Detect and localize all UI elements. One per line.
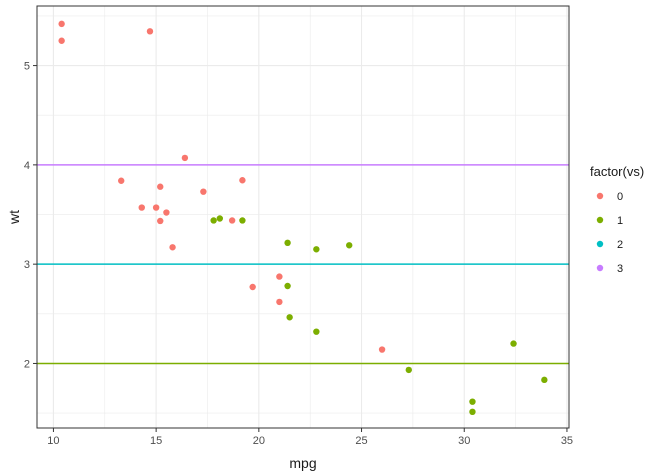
legend: factor(vs) 0 1 2 3 [590,164,644,275]
point-vs-1 [541,376,548,384]
y-axis-ticks: 2 3 4 5 [24,61,37,370]
panel-border [36,5,570,429]
x-tick-label: 25 [355,435,367,447]
point-vs-0 [146,28,154,35]
x-axis-title: mpg [289,455,316,471]
y-tick-label: 5 [24,61,30,73]
point-vs-0 [138,204,145,211]
reference-lines [37,164,569,365]
legend-label-0: 0 [617,191,623,203]
legend-key-2 [596,240,604,248]
point-vs-1 [346,242,353,249]
minor-gridlines [37,6,569,428]
x-tick-label: 35 [561,435,573,447]
data-points [58,20,548,416]
point-vs-1 [284,282,291,290]
x-tick-label: 10 [47,435,59,447]
point-vs-0 [228,217,236,224]
point-vs-1 [313,246,320,253]
legend-label-1: 1 [617,215,623,227]
point-vs-0 [118,177,125,184]
point-vs-0 [152,204,160,211]
point-vs-1 [216,215,224,222]
legend-label-2: 2 [617,239,623,251]
x-tick-label: 20 [253,435,265,447]
point-vs-1 [469,398,476,405]
y-tick-label: 3 [24,259,30,271]
point-vs-0 [249,283,256,291]
point-vs-0 [181,154,189,162]
point-vs-0 [157,183,164,190]
point-vs-0 [58,37,65,44]
legend-label-3: 3 [617,263,623,275]
point-vs-0 [163,209,170,216]
point-vs-1 [313,328,320,335]
point-vs-0 [169,244,176,251]
point-vs-0 [157,217,164,225]
point-vs-1 [405,366,412,374]
point-vs-0 [378,346,386,353]
x-tick-label: 30 [458,435,470,447]
y-tick-label: 2 [24,358,30,370]
legend-key-0 [596,192,604,200]
legend-title: factor(vs) [590,164,644,179]
point-vs-0 [239,177,246,184]
x-axis-ticks: 10 15 20 25 30 35 [47,428,573,447]
x-tick-label: 15 [150,435,162,447]
point-vs-1 [286,314,293,321]
major-gridlines [37,6,569,428]
point-vs-1 [210,217,217,224]
point-vs-1 [510,340,517,347]
point-vs-1 [469,408,476,416]
point-vs-0 [58,20,65,28]
point-vs-0 [276,273,283,280]
point-vs-1 [284,239,291,247]
point-vs-0 [276,298,283,306]
y-axis-title: wt [6,210,22,225]
legend-key-3 [596,264,604,272]
legend-key-1 [596,216,604,224]
y-tick-label: 4 [24,160,30,172]
point-vs-1 [239,217,246,224]
point-vs-0 [200,188,207,195]
